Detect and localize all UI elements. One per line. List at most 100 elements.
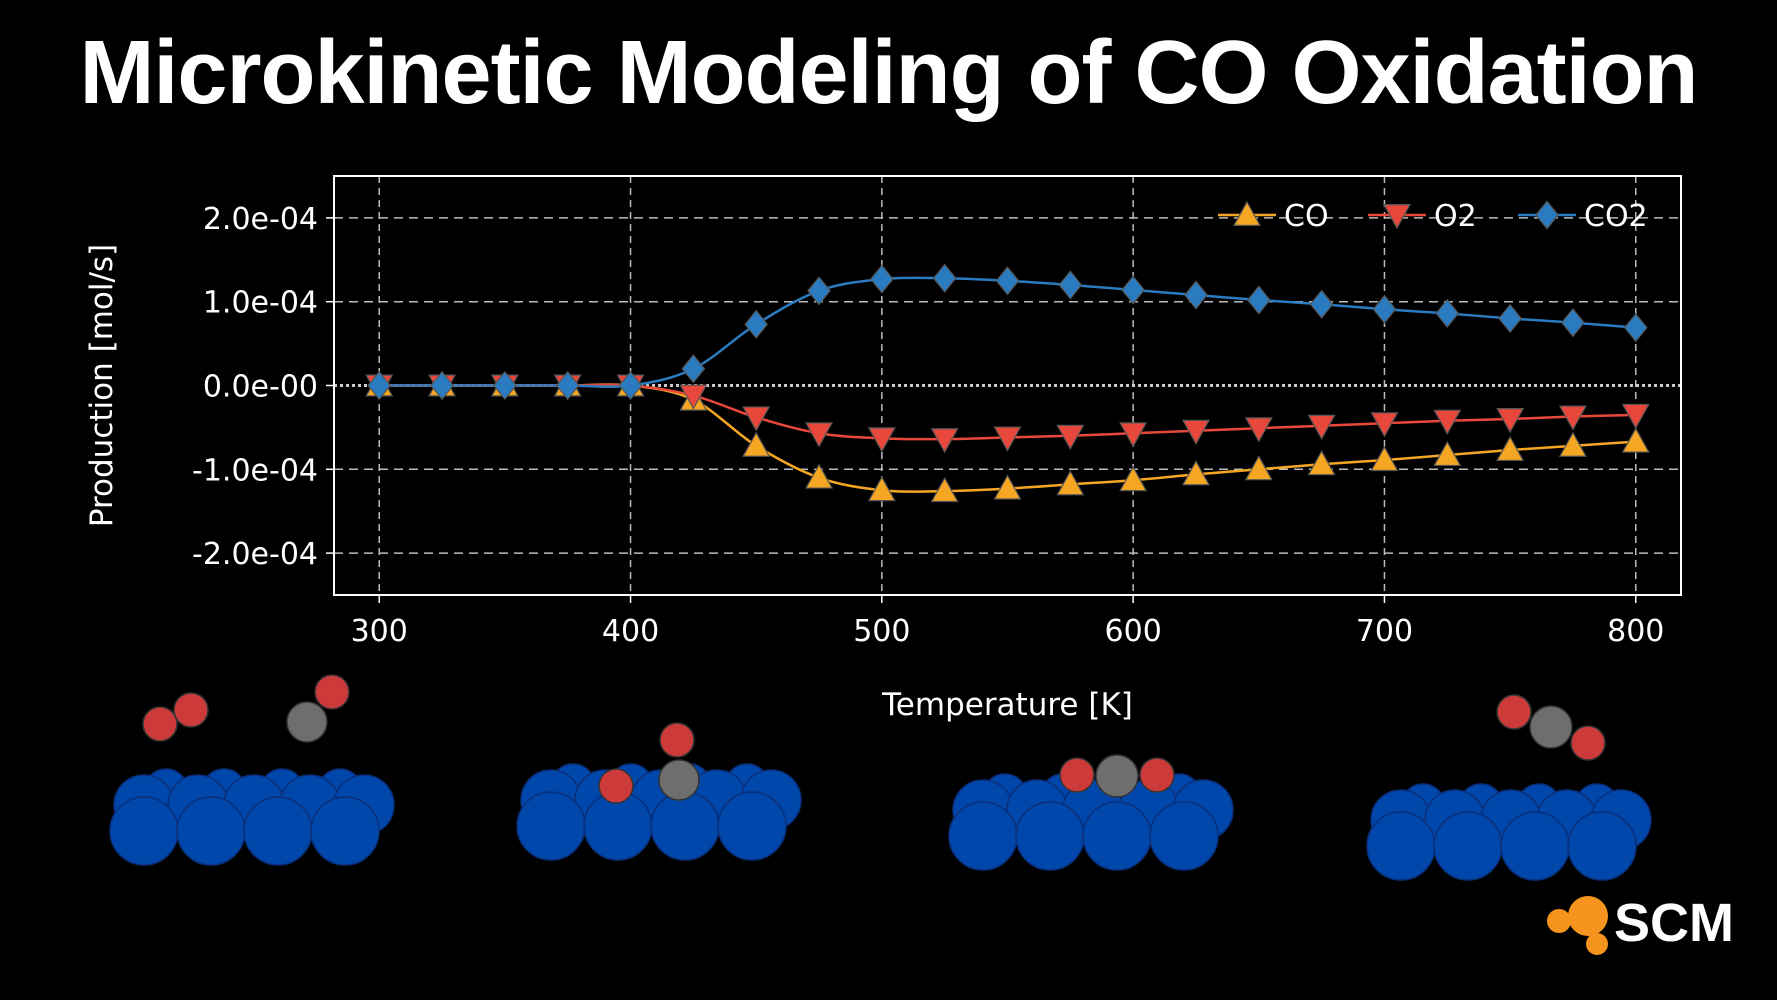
surface-atom <box>1433 811 1503 881</box>
data-point-co <box>742 431 771 457</box>
data-point-o2 <box>1056 424 1085 451</box>
oxygen-atom <box>598 768 634 804</box>
y-axis-label: Production [mol/s] <box>84 244 120 527</box>
data-point-o2 <box>1558 405 1587 431</box>
data-point-co2 <box>1623 313 1648 343</box>
data-point-o2 <box>930 428 959 454</box>
data-point-co2 <box>1184 280 1208 310</box>
data-point-co2 <box>1435 298 1460 329</box>
data-point-co <box>805 463 834 489</box>
data-point-co2 <box>493 370 517 401</box>
data-point-o2 <box>1621 403 1650 430</box>
carbon-atom <box>1095 754 1139 798</box>
y-tick-label: 1.0e-04 <box>203 286 318 321</box>
data-point-o2 <box>1181 419 1210 445</box>
data-point-co2 <box>1561 308 1585 338</box>
surface-slab-1 <box>109 768 395 866</box>
y-tick-label: 2.0e-04 <box>203 202 318 237</box>
data-point-o2 <box>1433 409 1462 435</box>
data-point-co2 <box>367 370 392 401</box>
legend-marker-co2 <box>1535 200 1559 230</box>
surface-atom <box>650 791 720 861</box>
carbon-atom <box>1529 705 1573 749</box>
data-point-o2 <box>1119 422 1148 448</box>
surface-atom <box>243 796 313 866</box>
x-tick-label: 300 <box>351 614 408 649</box>
scm-logo-text: SCM <box>1614 893 1734 953</box>
oxygen-atom <box>1059 757 1095 793</box>
data-point-co <box>1181 460 1210 486</box>
data-point-co2 <box>995 266 1020 296</box>
data-point-co2 <box>618 370 643 401</box>
surface-atom <box>1149 801 1219 871</box>
y-tick-label: -2.0e-04 <box>192 537 318 572</box>
data-point-co2 <box>1309 289 1334 319</box>
surface-atom <box>310 796 380 866</box>
oxygen-atom <box>314 674 350 710</box>
data-point-co <box>867 476 896 502</box>
surface-atom <box>176 796 246 866</box>
data-point-co <box>1621 427 1650 453</box>
carbon-atom <box>658 759 700 801</box>
oxygen-atom <box>1139 757 1175 793</box>
data-point-o2 <box>679 384 708 410</box>
surface-atom <box>1366 811 1436 881</box>
legend-marker-o2 <box>1382 204 1412 230</box>
data-point-co2 <box>1058 270 1083 300</box>
surface-slab-3 <box>948 773 1234 871</box>
oxygen-atom <box>1496 694 1532 730</box>
data-point-co2 <box>1246 285 1271 315</box>
data-point-co2 <box>1498 303 1522 334</box>
data-point-o2 <box>1307 414 1336 440</box>
data-point-o2 <box>742 406 771 432</box>
data-point-co2 <box>1121 275 1145 305</box>
data-point-co2 <box>1372 294 1397 324</box>
oxygen-atom <box>659 722 695 758</box>
data-point-co <box>1056 470 1085 496</box>
surface-atom <box>1567 811 1637 881</box>
data-point-o2 <box>867 427 896 453</box>
page-title: Microkinetic Modeling of CO Oxidation <box>79 23 1698 123</box>
data-point-co2 <box>932 263 957 293</box>
surface-atom <box>1082 801 1152 871</box>
x-tick-label: 700 <box>1356 614 1413 649</box>
y-tick-label: 0.0e-00 <box>203 370 318 405</box>
data-point-o2 <box>805 422 834 448</box>
x-tick-label: 500 <box>853 614 910 649</box>
data-point-co2 <box>807 276 831 306</box>
data-point-o2 <box>1370 412 1399 438</box>
oxygen-atom <box>173 692 209 728</box>
y-tick-label: -1.0e-04 <box>192 453 318 488</box>
data-point-co <box>930 476 959 503</box>
scm-logo-mark <box>1547 909 1571 933</box>
surface-atom <box>717 791 787 861</box>
data-point-o2 <box>1496 408 1525 434</box>
surface-atom <box>109 796 179 866</box>
data-point-co <box>1496 435 1525 462</box>
data-point-co2 <box>555 370 580 401</box>
x-tick-label: 400 <box>602 614 659 649</box>
x-tick-label: 800 <box>1607 614 1664 649</box>
scm-logo-mark <box>1586 933 1608 955</box>
legend-marker-co <box>1232 200 1262 226</box>
data-point-co <box>993 474 1022 500</box>
data-point-co <box>1370 445 1399 472</box>
data-point-o2 <box>1244 417 1273 443</box>
data-point-co2 <box>430 370 454 401</box>
plot-frame <box>333 175 1682 596</box>
surface-atom <box>1015 801 1085 871</box>
data-point-co <box>1119 465 1148 492</box>
data-point-co2 <box>744 309 769 339</box>
oxygen-atom <box>142 706 178 742</box>
carbon-atom <box>286 701 328 743</box>
surface-slab-4 <box>1366 783 1652 881</box>
data-point-co2 <box>870 264 894 294</box>
data-point-co <box>1244 455 1273 481</box>
scm-logo-mark <box>1568 896 1608 936</box>
data-point-co <box>1307 450 1336 476</box>
x-tick-label: 600 <box>1105 614 1162 649</box>
data-point-o2 <box>993 426 1022 452</box>
legend-label: CO <box>1284 199 1329 234</box>
surface-atom <box>1500 811 1570 881</box>
